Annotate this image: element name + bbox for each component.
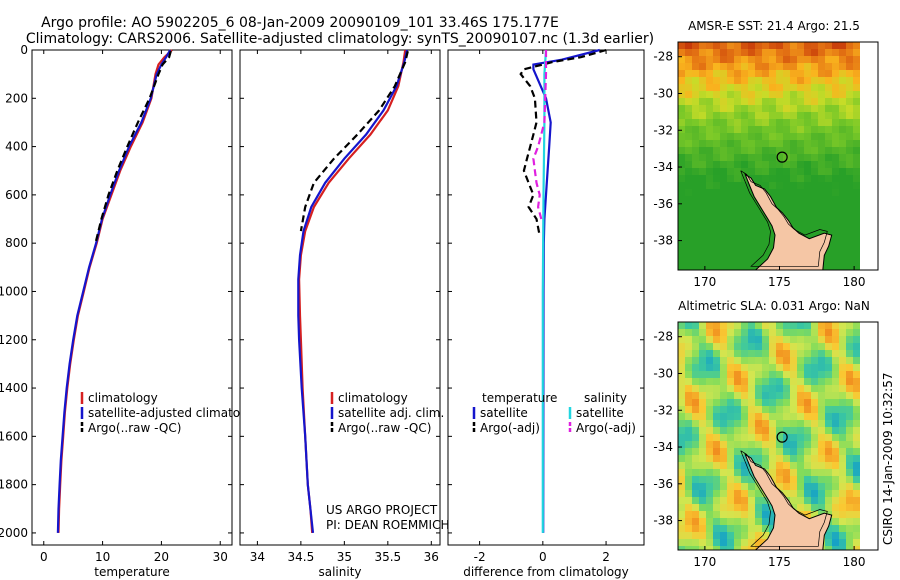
figure-title-line2: Climatology: CARS2006. Satellite-adjuste… [26,31,654,47]
x-tick-label: 170 [693,275,716,289]
x-tick-label: 0 [539,550,547,564]
y-tick-label: -34 [653,160,673,174]
series-line-argo-raw-qc- [299,50,409,232]
x-tick-label: 36 [424,550,439,564]
series-line-temperature-argo-adj- [519,48,607,237]
y-tick-label: 800 [5,236,28,250]
project-credit: PI: DEAN ROEMMICH [326,518,449,532]
map-frame [677,321,879,551]
legend-label: salinity [584,391,627,405]
legend-label: satellite [480,406,528,420]
y-tick-label: 200 [5,91,28,105]
profile-panel-temperature: 0 10 20 30 0 200 400 600 800 1000 1200 1400 1600 1800… [0,43,266,579]
legend-label: climatology [88,391,158,405]
x-tick-label: 170 [693,555,716,569]
x-tick-label: 30 [213,550,228,564]
x-tick-label: 175 [768,555,791,569]
land-north-island [744,453,833,550]
profile-panel-salinity: 34 34.5 35 35.5 36 salinity climatologysatelli… [239,49,449,579]
panel-frame [31,49,233,546]
y-tick-label: 1400 [0,381,28,395]
x-tick-label: 35 [337,550,352,564]
y-tick-label: -28 [653,50,673,64]
satellite-maps: AMSR-E SST: 21.4 Argo: 21.5 170 175 180 -28 -… [653,19,879,569]
isobath-contour [740,170,828,267]
map-field [678,42,878,270]
y-tick-label: -34 [653,440,673,454]
y-tick-label: 0 [20,43,28,57]
y-tick-label: 400 [5,140,28,154]
x-tick-label: 2 [602,550,610,564]
series-line-satellite-adj-clim- [297,49,409,534]
map-field [678,322,878,550]
x-tick-label: 180 [843,275,866,289]
x-tick-label: 175 [768,275,791,289]
legend-label: satellite adj. clim. [338,406,444,420]
isobath-contour [740,450,828,547]
y-tick-label: -30 [653,86,673,100]
map-title: AMSR-E SST: 21.4 Argo: 21.5 [688,19,860,33]
legend-label: Argo(-adj) [480,421,540,435]
y-tick-label: -38 [653,514,673,528]
legend-label: climatology [338,391,408,405]
y-tick-label: 2000 [0,526,28,540]
y-tick-label: -28 [653,330,673,344]
figure-title-line1: Argo profile: AO 5902205_6 08-Jan-2009 2… [41,15,559,31]
x-axis-label: salinity [318,565,361,579]
map-nodata [860,322,878,550]
project-credit: US ARGO PROJECT [326,503,438,517]
series-line-salinity-satellite [541,49,548,533]
argo-position-marker [776,431,788,443]
map-frame [677,41,879,271]
y-tick-label: -30 [653,366,673,380]
argo-position-marker [776,151,788,163]
x-tick-label: 34 [250,550,265,564]
x-axis-label: temperature [94,565,169,579]
y-tick-label: -32 [653,403,673,417]
y-tick-label: -38 [653,234,673,248]
map-panel-sla: Altimetric SLA: 0.031 Argo: NaN 170 175 180… [653,299,879,569]
y-tick-label: 600 [5,188,28,202]
y-tick-label: 1000 [0,284,28,298]
series-line-salinity-argo-adj- [532,50,548,220]
profile-plots: 0 10 20 30020040060080010001200140016001800… [0,43,645,579]
x-tick-label: 20 [154,550,169,564]
y-tick-label: -36 [653,197,673,211]
side-label: CSIRO 14-Jan-2009 10:32:57 [881,373,895,545]
legend-label: Argo(..raw -QC) [88,421,181,435]
x-tick-label: 180 [843,555,866,569]
y-tick-label: 1800 [0,478,28,492]
x-tick-label: 10 [95,550,110,564]
x-tick-label: 0 [40,550,48,564]
series-line-argo-raw-qc- [94,50,172,244]
map-nodata [860,42,878,270]
x-tick-label: 34.5 [288,550,315,564]
y-tick-label: 1600 [0,429,28,443]
panel-frame [239,49,441,546]
x-tick-label: 35.5 [374,550,401,564]
y-tick-label: -36 [653,477,673,491]
panel-frame [447,49,645,546]
y-tick-label: -32 [653,123,673,137]
legend-label: satellite [576,406,624,420]
y-tick-label: 1200 [0,333,28,347]
series-line-satellite-adjusted-climatology [56,49,172,533]
legend-label: temperature [482,391,557,405]
land-north-island [744,173,833,270]
map-panel-sst: AMSR-E SST: 21.4 Argo: 21.5 170 175 180 -28 -… [653,19,879,289]
x-tick-label: -2 [474,550,486,564]
legend-label: satellite-adjusted climatology [88,406,266,420]
x-axis-label: difference from climatology [463,565,629,579]
legend: temperaturesatelliteArgo(-adj)salinitysa… [472,391,636,435]
legend-label: Argo(-adj) [576,421,636,435]
legend-label: Argo(..raw -QC) [338,421,431,435]
map-title: Altimetric SLA: 0.031 Argo: NaN [678,299,870,313]
